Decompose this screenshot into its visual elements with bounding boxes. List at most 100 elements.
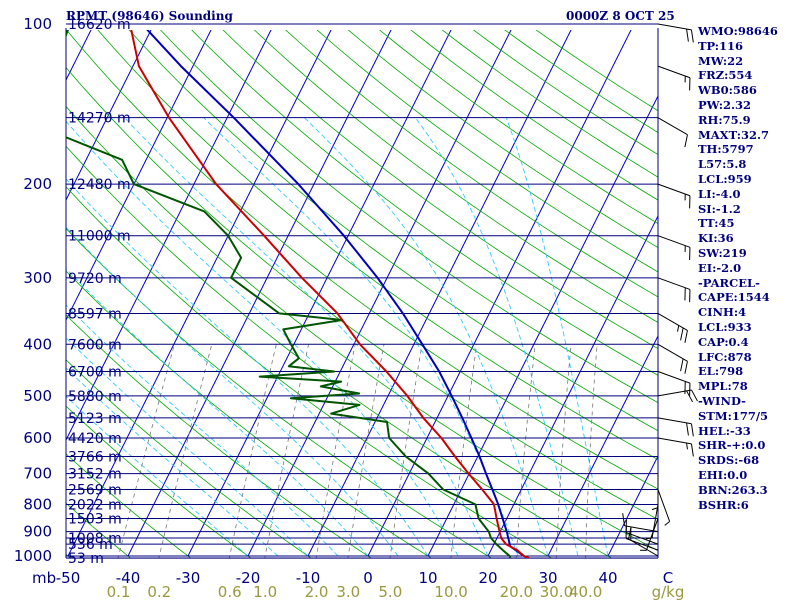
temperature-tick-label: 20 [478,569,497,587]
wind-barb-staff [625,538,659,551]
pressure-unit-label: mb [32,569,56,587]
index-item: SW:219 [698,245,747,260]
index-item: CAPE:1544 [698,290,770,305]
index-item: TT:45 [698,216,735,231]
wind-barb-staff [657,489,671,522]
wind-barb-feather [622,513,626,526]
dewpoint-line [66,30,512,558]
index-item: HEL:-33 [698,423,751,438]
temperature-tick-label: 0 [363,569,373,587]
mixing-ratio-unit-label: g/kg [652,583,685,600]
temperature-tick-label: -50 [56,569,81,587]
mixing-ratio-tick-label: 3.0 [336,583,360,600]
wind-barb-staff [657,235,691,248]
wind-barb-feather [690,29,694,43]
isotherm-line [607,454,658,557]
height-label: 5880 m [68,389,122,405]
index-item: L57:5.8 [698,157,747,172]
wind-barb-half-feather [664,521,670,526]
wind-barb-feather [690,443,694,457]
height-label: 9720 m [68,271,122,287]
moist-adiabat-line [66,120,459,557]
isotherm-line [247,30,512,557]
index-item: PW:2.32 [698,97,752,112]
dry-adiabat-line [66,270,432,558]
height-label: 1503 m [68,511,122,527]
moist-adiabat-line [66,268,369,557]
index-item: -PARCEL- [698,275,760,290]
mixing-ratio-line [585,344,598,558]
moist-adiabat-line [66,367,279,557]
wind-barb-staff [628,538,659,557]
index-item: -WIND- [698,393,746,408]
temperature-line [130,30,530,558]
index-item: MPL:78 [698,379,748,394]
index-item: TP:116 [698,38,744,53]
index-item: EHI:0.0 [698,467,748,482]
index-item: CAP:0.4 [698,334,749,349]
wind-barb-half-feather [651,507,659,511]
wind-barb-staff [624,525,659,533]
isotherm-line [187,30,452,557]
mixing-ratio-line [315,344,356,558]
height-label: 7600 m [68,337,122,353]
mixing-ratio-tick-label: 5.0 [378,583,402,600]
pressure-tick-label: 200 [23,175,52,193]
mixing-ratio-tick-label: 0.1 [107,583,131,600]
dry-adiabat-line [66,453,192,558]
temperature-tick-label: 30 [538,569,557,587]
moist-adiabat-line [203,117,519,557]
moist-adiabat-line [66,304,339,557]
wind-barb-staff [657,343,688,362]
temperature-tick-label: 40 [598,569,617,587]
moist-adiabat-line [124,117,489,557]
height-label: 14270 m [68,111,131,127]
isotherm-line [67,30,332,557]
temperature-tick-label: -30 [176,569,201,587]
pressure-tick-label: 900 [23,523,52,541]
index-item: LFC:878 [698,349,752,364]
temperature-tick-label: -40 [116,569,141,587]
wind-barb-feather [691,389,698,402]
index-item: TH:5797 [698,142,754,157]
height-label: 6700 m [68,365,122,381]
wind-barb-staff [657,65,691,79]
index-item: SRDS:-68 [698,453,760,468]
index-item: FRZ:554 [698,68,753,83]
index-item: STM:177/5 [698,408,769,423]
height-label: 3152 m [68,467,122,483]
index-item: CINH:4 [698,305,747,320]
wind-barb-staff [657,277,691,290]
pressure-tick-label: 100 [23,15,52,33]
moist-adiabat-line [66,395,249,557]
height-label: 16620 m [68,17,131,33]
wind-barb-staff [657,417,692,425]
station-title: RPMT (98646) Sounding [66,9,233,23]
wind-barb-feather [684,330,688,343]
height-label: 11000 m [68,229,131,245]
height-label: 8597 m [68,306,122,322]
wind-barb-feather [686,422,689,436]
indices-panel: WMO:98646 TP:116 MW:22 FRZ:554 WB0:586 PW:2.3… [698,24,798,512]
height-label: 5123 m [68,411,122,427]
pressure-tick-label: 800 [23,495,52,513]
moist-adiabat-line [304,117,549,557]
height-label: 3766 m [68,449,122,465]
isotherm-line [66,30,212,322]
wind-barb-feather [680,358,684,372]
parcel-trace-line [146,30,525,557]
index-item: KI:36 [698,231,734,246]
isotherm-line [427,94,658,557]
mixing-ratio-tick-label: 10.0 [434,583,467,600]
dry-adiabat-line [66,314,372,558]
wind-barb-staff [657,371,691,384]
pressure-tick-label: 600 [23,429,52,447]
index-item: BSHR:6 [698,497,749,512]
wind-barb-staff [657,23,692,31]
height-label: 4420 m [68,431,122,447]
index-item: WMO:98646 [698,24,778,38]
mixing-ratio-tick-label: 40.0 [569,583,602,600]
mixing-ratio-tick-label: 20.0 [500,583,533,600]
wind-barb-staff [645,518,659,551]
